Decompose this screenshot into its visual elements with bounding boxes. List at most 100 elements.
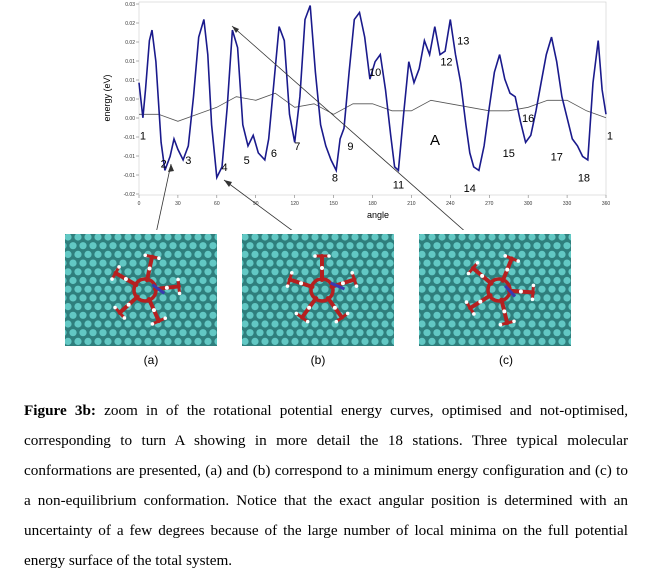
- surface-atom: [271, 320, 279, 328]
- molecule-end-group: [176, 280, 181, 293]
- surface-atom: [458, 337, 466, 345]
- hydrogen-atom: [503, 254, 508, 258]
- surface-atom: [488, 285, 496, 293]
- surface-atom: [371, 320, 379, 328]
- surface-atom: [468, 285, 476, 293]
- molecule-marker-group: [151, 283, 166, 295]
- surface-atom: [336, 259, 344, 267]
- surface-atom: [381, 268, 389, 276]
- molecule: [285, 254, 359, 324]
- surface-atom: [361, 337, 369, 345]
- surface-atom: [194, 303, 202, 311]
- surface-atom: [189, 242, 197, 250]
- hydrogen-atom: [117, 265, 121, 269]
- surface-atom: [261, 303, 269, 311]
- hydrogen-atom: [327, 254, 331, 258]
- surface-atom: [428, 320, 436, 328]
- surface-atom: [251, 250, 259, 258]
- x-tick-label: 210: [407, 201, 416, 207]
- surface-atom: [169, 329, 177, 337]
- hydrogen-atom: [177, 291, 182, 296]
- surface-atom: [438, 303, 446, 311]
- surface-atom: [316, 329, 324, 337]
- surface-atom: [513, 276, 521, 285]
- surface-atom: [69, 276, 77, 285]
- surface-atom: [419, 312, 421, 319]
- surface-atom: [311, 234, 319, 241]
- molecule-end-group: [296, 312, 308, 323]
- surface-atom: [159, 294, 167, 302]
- surface-atom: [371, 285, 379, 293]
- hydrogen-atom: [354, 284, 359, 288]
- surface-atom: [276, 329, 284, 337]
- surface-atom: [286, 329, 294, 337]
- surface-atom: [296, 259, 304, 267]
- molecule-end-group: [531, 286, 535, 299]
- surface-atom: [361, 268, 369, 276]
- hydrogen-atom: [498, 322, 503, 327]
- surface-atom: [74, 234, 82, 241]
- station-label: 8: [332, 172, 338, 184]
- x-tick-label: 30: [175, 201, 181, 207]
- station-label: 16: [522, 113, 534, 125]
- surface-atom: [194, 250, 202, 258]
- surface-atom: [336, 329, 344, 337]
- surface-atom: [184, 303, 192, 311]
- surface-atom: [488, 234, 496, 241]
- surface-atom: [356, 329, 364, 337]
- surface-atom: [261, 285, 269, 293]
- station-label: 1: [607, 130, 613, 142]
- station-label: 2: [161, 158, 167, 170]
- pointer-line-a: [156, 163, 172, 230]
- surface-atom: [438, 285, 446, 293]
- surface-atom: [79, 329, 87, 337]
- surface-atom: [99, 276, 107, 285]
- hydrogen-atom: [113, 305, 117, 310]
- surface-atom: [199, 276, 207, 285]
- surface-atom: [209, 242, 217, 250]
- surface-atom: [246, 329, 254, 337]
- panel-c-label: (c): [499, 353, 513, 367]
- surface-atom: [473, 276, 481, 285]
- surface-atom: [548, 234, 556, 241]
- surface-atom: [266, 276, 274, 285]
- surface-atom: [478, 303, 486, 311]
- surface-atom: [174, 320, 182, 328]
- surface-atom: [65, 337, 72, 345]
- surface-atom: [301, 268, 309, 276]
- surface-atom: [381, 320, 389, 328]
- y-tick-label: 0.02: [125, 21, 135, 27]
- surface-atom: [433, 276, 441, 285]
- surface-atom: [199, 294, 207, 302]
- surface-atom: [381, 250, 389, 258]
- surface-atom: [242, 320, 249, 328]
- surface-atom: [391, 303, 394, 311]
- surface-atom: [361, 234, 369, 241]
- surface-atom: [209, 259, 217, 267]
- hydrogen-atom: [464, 300, 469, 304]
- surface-atom: [124, 337, 132, 345]
- surface-atom: [346, 294, 354, 302]
- surface-atom: [281, 320, 289, 328]
- surface-atom: [503, 329, 511, 337]
- hydrogen-atom: [110, 277, 114, 281]
- surface-atom: [184, 320, 192, 328]
- surface-atom: [114, 320, 122, 328]
- surface-atom: [458, 268, 466, 276]
- surface-atom: [84, 285, 92, 293]
- surface-atom: [548, 320, 556, 328]
- surface-atom: [144, 337, 152, 345]
- surface-atom: [453, 259, 461, 267]
- surface-atom: [246, 276, 254, 285]
- panel-a-image: [65, 234, 217, 346]
- plot-frame: [138, 1, 607, 196]
- surface-atom: [271, 303, 279, 311]
- surface-atom: [548, 337, 556, 345]
- surface-atom: [558, 320, 566, 328]
- surface-atom: [69, 329, 77, 337]
- surface-atom: [301, 250, 309, 258]
- surface-atom: [316, 311, 324, 319]
- y-tick-label: 0.02: [125, 40, 135, 46]
- surface-atom: [199, 329, 207, 337]
- surface-atom: [74, 285, 82, 293]
